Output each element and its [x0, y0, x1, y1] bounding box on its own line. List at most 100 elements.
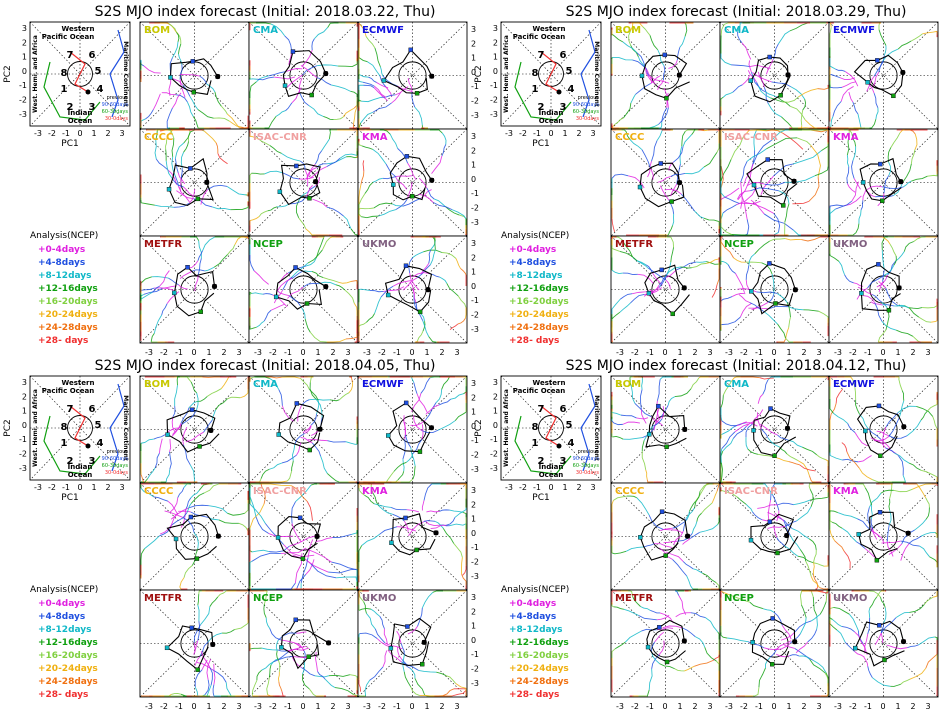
panel-x-tick: -1	[755, 348, 763, 357]
analysis-marker	[195, 557, 199, 561]
y-tick-label: -3	[490, 110, 498, 119]
analysis-marker	[657, 625, 661, 629]
analysis-start-dot	[326, 640, 331, 645]
phase-number: 3	[560, 456, 567, 467]
forecast-quadrant: S2S MJO index forecast (Initial: 2018.03…	[474, 4, 942, 357]
y-tick-label: -1	[490, 81, 498, 90]
model-panel: CMA	[249, 376, 358, 483]
model-panel: NCEP	[720, 590, 829, 697]
phase-number: 3	[89, 102, 96, 113]
analysis-marker	[781, 203, 785, 207]
y-tick-label: 1	[22, 407, 27, 416]
quadrant-title: S2S MJO index forecast (Initial: 2018.03…	[566, 4, 907, 20]
y-tick-label: 3	[22, 24, 27, 33]
model-panel: BOM	[140, 22, 249, 129]
model-panel: ISAC-CNR	[249, 129, 358, 236]
analysis-start-dot	[791, 179, 796, 184]
y-tick-label: -1	[19, 81, 27, 90]
analysis-marker	[773, 454, 777, 458]
analysis-marker	[877, 404, 881, 408]
panel-x-tick: -3	[145, 348, 153, 357]
analysis-start-dot	[784, 533, 789, 538]
phase-number: 1	[61, 84, 68, 95]
panel-x-tick: 0	[771, 702, 776, 709]
phase-number: 7	[67, 404, 74, 415]
panel-y-tick: 3	[471, 25, 476, 34]
panel-x-tick: -1	[393, 348, 401, 357]
model-name-label: ECMWF	[833, 25, 875, 36]
panel-y-tick: 3	[471, 132, 476, 141]
model-name-label: METFR	[144, 239, 182, 250]
analysis-marker	[656, 404, 660, 408]
y-tick-label: -1	[490, 435, 498, 444]
history-end-dot	[86, 444, 91, 449]
legend-item: +24-28days	[509, 677, 569, 687]
analysis-marker	[878, 510, 882, 514]
analysis-marker	[196, 197, 200, 201]
legend-item: +20-24days	[38, 664, 98, 674]
analysis-start-dot	[785, 426, 790, 431]
region-label-top: Western	[62, 379, 95, 387]
history-legend-item: 60-30days	[102, 463, 129, 469]
analysis-marker	[671, 312, 675, 316]
model-name-label: NCEP	[253, 239, 283, 250]
forecast-quadrant: S2S MJO index forecast (Initial: 2018.04…	[474, 358, 942, 709]
model-panel: ISAC-CNR	[720, 129, 829, 236]
analysis-start-dot	[682, 285, 687, 290]
legend-item: +16-20days	[509, 651, 569, 661]
model-panel: METFR	[611, 236, 720, 343]
analysis-marker	[386, 293, 390, 297]
analysis-start-dot	[314, 534, 319, 539]
panel-x-tick: -3	[725, 702, 733, 709]
analysis-marker	[420, 662, 424, 666]
model-name-label: UKMO	[833, 239, 867, 250]
region-label-top: Western	[62, 25, 95, 33]
panel-x-tick: 3	[925, 348, 930, 357]
panel-x-tick: -1	[175, 702, 183, 709]
phase-number: 7	[538, 50, 545, 61]
region-label-left: West. Hemi. and Africa	[503, 35, 510, 113]
model-name-label: METFR	[615, 593, 653, 604]
forecast-trajectory	[869, 608, 870, 618]
panel-x-tick: 1	[786, 702, 791, 709]
legend-item: +16-20days	[509, 297, 569, 307]
y-tick-label: -2	[19, 450, 27, 459]
y-tick-label: 3	[493, 378, 498, 387]
panel-y-tick: 1	[471, 54, 476, 63]
quadrant-title: S2S MJO index forecast (Initial: 2018.03…	[95, 4, 436, 20]
phase-number: 4	[97, 84, 104, 95]
region-label-top: Pacific Ocean	[42, 33, 95, 41]
phase-number: 4	[568, 438, 575, 449]
legend-item: +12-16days	[509, 638, 569, 648]
panel-y-tick: -3	[471, 679, 479, 688]
analysis-marker	[277, 433, 281, 437]
model-name-label: KMA	[833, 486, 859, 497]
history-end-dot	[557, 90, 562, 95]
x-tick-label: -1	[533, 483, 541, 492]
panel-y-tick: -2	[471, 558, 479, 567]
panel-y-tick: 1	[471, 161, 476, 170]
analysis-marker	[770, 662, 774, 666]
analysis-marker	[192, 90, 196, 94]
x-tick-label: -1	[62, 483, 70, 492]
history-legend-item: 90-60days	[573, 102, 600, 108]
analysis-marker	[664, 554, 668, 558]
legend-item: +20-24days	[509, 310, 569, 320]
history-legend-item: 60-30days	[573, 109, 600, 115]
panel-y-tick: -1	[471, 543, 479, 552]
analysis-marker	[165, 646, 169, 650]
phase-number: 4	[97, 438, 104, 449]
legend-item: +8-12days	[38, 625, 92, 635]
panel-x-tick: -3	[363, 702, 371, 709]
panel-x-tick: 2	[330, 702, 335, 709]
legend-title: Analysis(NCEP)	[30, 585, 98, 595]
analysis-marker	[188, 166, 192, 170]
analysis-marker	[190, 626, 194, 630]
y-tick-label: -1	[19, 435, 27, 444]
legend-item: +0-4days	[509, 599, 556, 609]
panel-x-tick: 0	[662, 702, 667, 709]
panel-x-tick: -2	[631, 348, 639, 357]
model-panel: NCEP	[720, 236, 829, 343]
panel-x-tick: -2	[269, 348, 277, 357]
